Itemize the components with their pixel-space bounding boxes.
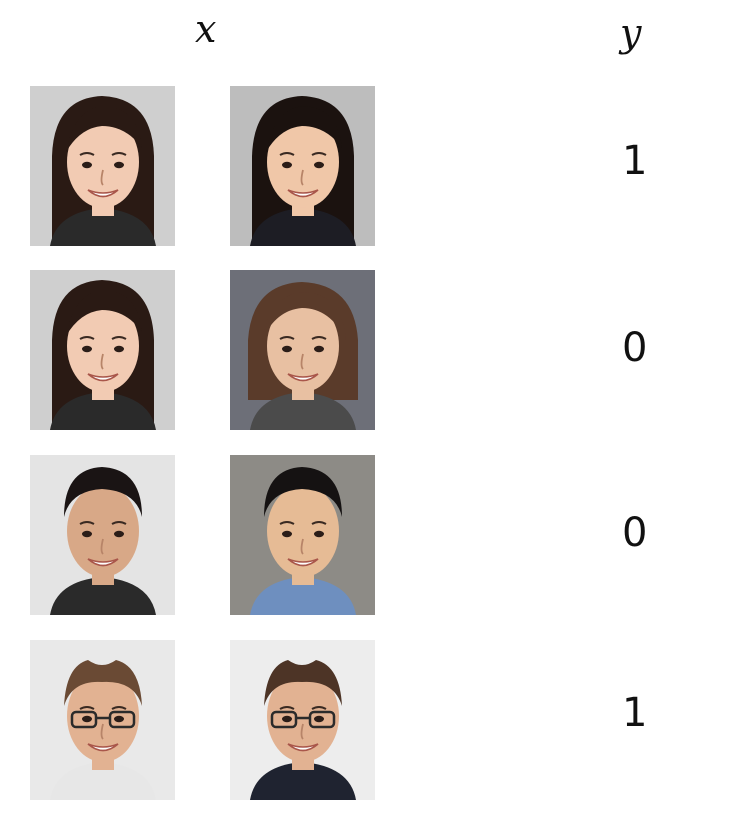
face-photo-left — [30, 640, 175, 800]
face-photo-left — [30, 270, 175, 430]
pair-row: 0 — [0, 270, 731, 430]
face-photo-left — [30, 455, 175, 615]
pair-row: 1 — [0, 86, 731, 246]
face-photo-right — [230, 640, 375, 800]
face-photo-right — [230, 86, 375, 246]
header-y: y — [620, 11, 642, 55]
face-photo-left — [30, 86, 175, 246]
face-photo-right — [230, 270, 375, 430]
similarity-label: 0 — [622, 325, 648, 371]
face-photo-right — [230, 455, 375, 615]
pair-row: 0 — [0, 455, 731, 615]
similarity-label: 1 — [622, 138, 648, 184]
header-x: x — [195, 7, 217, 51]
similarity-label: 0 — [622, 510, 648, 556]
pair-row: 1 — [0, 640, 731, 800]
similarity-label: 1 — [622, 690, 648, 736]
